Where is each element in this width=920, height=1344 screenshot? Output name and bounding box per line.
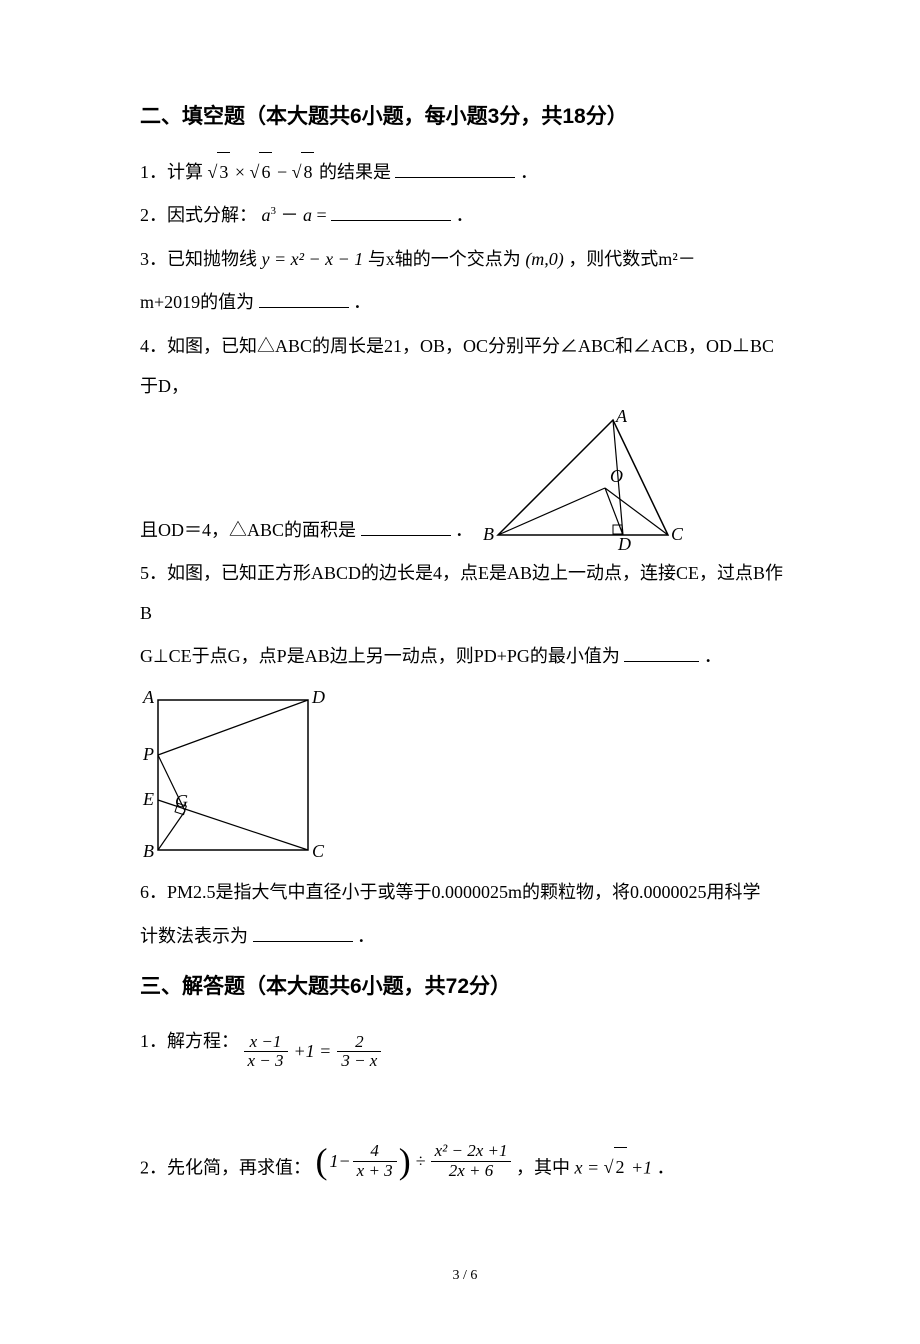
q3-eq-text: y = x² − x − 1 — [262, 249, 364, 269]
sqrt-8-icon: 8 — [292, 152, 315, 193]
fill-q5-line1: 5．如图，已知正方形ABCD的边长是4，点E是AB边上一动点，连接CE，过点B作… — [140, 554, 790, 633]
q4-line2: 且OD＝4，△ABC的面积是 — [140, 520, 356, 540]
q3-blank — [259, 289, 349, 308]
plus-one-eq: +1 = — [294, 1032, 332, 1072]
section-3-title: 三、解答题（本大题共6小题，共72分） — [140, 970, 790, 1004]
sq-label-C: C — [312, 841, 325, 861]
label-B: B — [483, 524, 494, 544]
q6-blank — [253, 923, 353, 942]
times-sign: × — [235, 162, 245, 182]
sq-label-P: P — [142, 744, 154, 764]
frac2-den: 3 − x — [337, 1052, 381, 1071]
frac2-num: 2 — [337, 1033, 381, 1053]
q4-period: ． — [455, 520, 473, 540]
q2-minus: － — [281, 205, 299, 225]
sqrt-8-body: 8 — [301, 152, 314, 193]
fill-q2: 2．因式分解： a3 － a = ． — [140, 196, 790, 236]
q5-period: ． — [704, 646, 722, 666]
fill-q3: 3．已知抛物线 y = x² − x − 1 与x轴的一个交点为 (m,0) ，… — [140, 240, 790, 280]
q2-period: ． — [456, 205, 474, 225]
frac-2: 2 3 − x — [337, 1033, 381, 1071]
one-minus: 1− — [330, 1142, 351, 1182]
s3q2-period: ． — [657, 1157, 675, 1177]
fill-q3-line2: m+2019的值为 ． — [140, 283, 790, 323]
q6-line2: 计数法表示为 — [140, 926, 248, 946]
fill-q6-line1: 6．PM2.5是指大气中直径小于或等于0.0000025m的颗粒物，将0.000… — [140, 873, 790, 913]
rparen-icon: ) — [399, 1147, 411, 1176]
sqrt-2-body: 2 — [614, 1147, 627, 1188]
q1-suffix: 的结果是 — [319, 162, 391, 182]
sqrt-6-body: 6 — [259, 152, 272, 193]
q1-prefix: 1．计算 — [140, 162, 203, 182]
s3q2-frac2-num: x² − 2x +1 — [431, 1142, 512, 1162]
sq-label-A: A — [142, 687, 155, 707]
page: 二、填空题（本大题共6小题，每小题3分，共18分） 1．计算 3 × 6 − 8… — [0, 0, 920, 1344]
label-A: A — [615, 410, 628, 426]
fill-q6-line2-wrap: 计数法表示为 ． — [140, 917, 790, 957]
sqrt-3-icon: 3 — [208, 152, 231, 193]
fill-q4-line2: 且OD＝4，△ABC的面积是 ． — [140, 511, 473, 551]
q2-prefix: 2．因式分解： — [140, 205, 257, 225]
q3-point-text: (m,0) — [525, 249, 564, 269]
s3q2-prefix: 2．先化简，再求值： — [140, 1157, 311, 1177]
sq-label-B: B — [143, 841, 154, 861]
s3q2-frac2-den: 2x + 6 — [431, 1162, 512, 1181]
s3q1-eq: x −1 x − 3 +1 = 2 3 − x — [244, 1032, 382, 1072]
section-2-title: 二、填空题（本大题共6小题，每小题3分，共18分） — [140, 100, 790, 134]
fill-q4-line2-wrap: 且OD＝4，△ABC的面积是 ． A B C D O — [140, 410, 790, 550]
q2-cube: 3 — [271, 205, 277, 217]
q5-blank — [624, 643, 699, 662]
q5-line2: G⊥CE于点G，点P是AB边上另一动点，则PD+PG的最小值为 — [140, 646, 620, 666]
q6-period: ． — [357, 926, 375, 946]
s3q1-prefix: 1．解方程： — [140, 1031, 239, 1051]
label-O: O — [610, 466, 623, 486]
sqrt-2-icon: 2 — [604, 1147, 627, 1188]
q3-point: (m,0) — [525, 249, 564, 269]
label-C: C — [671, 524, 683, 544]
s3q2-eq: ( 1− 4 x + 3 ) ÷ x² − 2x +1 2x + 6 — [316, 1142, 512, 1182]
q2-a2: a — [303, 205, 312, 225]
q2-eq: = — [317, 205, 327, 225]
s3q2-frac1-num: 4 — [353, 1142, 397, 1162]
q1-blank — [395, 159, 515, 178]
square-figure: A B C D E G P — [140, 685, 345, 865]
q3-prefix: 3．已知抛物线 — [140, 249, 262, 269]
frac1-num: x −1 — [244, 1033, 288, 1053]
page-number: 3 / 6 — [140, 1268, 790, 1284]
q1-period: ． — [520, 162, 538, 182]
div-sign: ÷ — [416, 1142, 426, 1182]
sq-label-E: E — [142, 789, 154, 809]
minus-sign: − — [277, 162, 287, 182]
solve-q2: 2．先化简，再求值： ( 1− 4 x + 3 ) ÷ x² − 2x +1 2… — [140, 1142, 790, 1188]
sq-label-D: D — [311, 687, 325, 707]
q3-line2: m+2019的值为 — [140, 292, 254, 312]
s3q2-mid: ，其中 — [516, 1157, 575, 1177]
q2-blank — [331, 202, 451, 221]
fill-q4-line1: 4．如图，已知△ABC的周长是21，OB，OC分别平分∠ABC和∠ACB，OD⊥… — [140, 327, 790, 406]
rhs-x: x = — [574, 1157, 599, 1177]
q2-a1: a — [262, 205, 271, 225]
frac1-den: x − 3 — [244, 1052, 288, 1071]
fill-q5-line2-wrap: G⊥CE于点G，点P是AB边上另一动点，则PD+PG的最小值为 ． — [140, 637, 790, 677]
fill-q1: 1．计算 3 × 6 − 8 的结果是 ． — [140, 152, 790, 193]
s3q2-frac2: x² − 2x +1 2x + 6 — [431, 1142, 512, 1180]
label-D: D — [617, 534, 631, 550]
frac-1: x −1 x − 3 — [244, 1033, 288, 1071]
q3-mid-a: 与x轴的一个交点为 — [368, 249, 521, 269]
rhs-plus1: +1 — [631, 1157, 652, 1177]
s3q2-frac1: 4 x + 3 — [353, 1142, 397, 1180]
triangle-figure: A B C D O — [483, 410, 683, 550]
q3-mid-b: ，则代数式m²－ — [568, 249, 695, 269]
q3-eq: y = x² − x − 1 — [262, 249, 364, 269]
sq-label-G: G — [175, 791, 188, 811]
q4-blank — [361, 517, 451, 536]
sqrt-3-body: 3 — [217, 152, 230, 193]
solve-q1: 1．解方程： x −1 x − 3 +1 = 2 3 − x — [140, 1022, 790, 1072]
s3q2-frac1-den: x + 3 — [353, 1162, 397, 1181]
sqrt-6-icon: 6 — [250, 152, 273, 193]
q3-period: ． — [353, 292, 371, 312]
lparen-icon: ( — [316, 1147, 328, 1176]
